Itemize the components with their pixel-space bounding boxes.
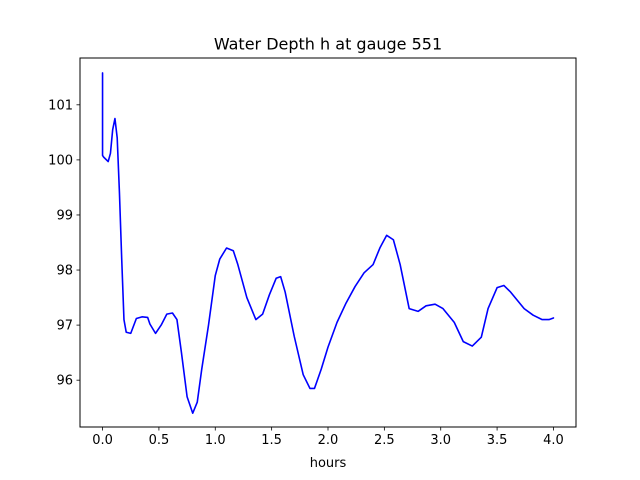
y-tick-label: 98 (56, 264, 73, 279)
y-tick-label: 96 (56, 374, 73, 389)
x-tick-label: 4.0 (543, 433, 564, 448)
x-tick-label: 3.5 (487, 433, 508, 448)
x-tick-label: 2.5 (374, 433, 395, 448)
chart-title: Water Depth h at gauge 551 (214, 35, 442, 54)
x-tick-label: 0.5 (149, 433, 170, 448)
y-tick-label: 99 (56, 208, 73, 223)
y-tick-label: 101 (48, 98, 73, 113)
plot-area (101, 72, 555, 415)
x-tick-label: 1.5 (261, 433, 282, 448)
x-axis-label: hours (310, 456, 347, 471)
x-tick-label: 3.0 (430, 433, 451, 448)
x-tick-label: 0.0 (92, 433, 113, 448)
y-tick-label: 100 (48, 153, 73, 168)
y-axis: 96 97 98 99 100 101 (48, 98, 80, 389)
x-tick-label: 1.0 (205, 433, 226, 448)
axes-frame (79, 57, 577, 428)
series-line-0 (101, 72, 555, 415)
y-tick-label: 97 (56, 319, 73, 334)
x-tick-label: 2.0 (318, 433, 339, 448)
x-axis: 0.0 0.5 1.0 1.5 2.0 2.5 3.0 3.5 4.0 (92, 427, 564, 448)
